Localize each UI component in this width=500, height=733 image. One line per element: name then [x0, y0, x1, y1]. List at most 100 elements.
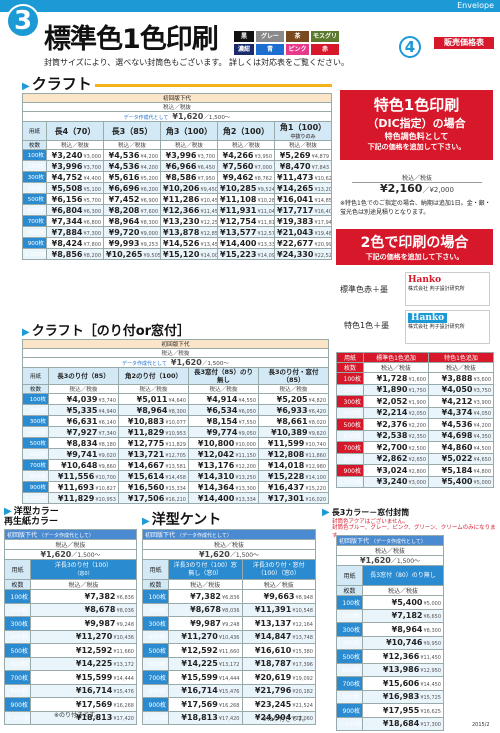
price-excl: ¥4,200 [473, 422, 492, 429]
price-incl: ¥6,631 [66, 416, 98, 426]
price-cell: ¥3,024¥2,800 [363, 464, 429, 477]
qty-cell: 700枚 [22, 459, 49, 471]
price-incl: ¥4,860 [441, 442, 473, 452]
table-row: 100枚 ¥5,400¥5,000 [336, 595, 444, 610]
kraft2-price-table: 初回版下代 税込／税抜 データ作成代として ¥1,620／1,500～ 用紙 長3のり付（… [21, 339, 330, 504]
price-excl: ¥16,405 [314, 208, 330, 215]
price-cell: ¥4,752¥4,400 [46, 171, 104, 183]
table-row: 500枚 ¥12,592¥11,660 ¥16,610¥15,380 [142, 643, 316, 658]
price-cell: ¥24,904¥23,060 [241, 710, 316, 725]
price-excl: ¥5,200 [140, 175, 159, 182]
table-row: 900枚 ¥17,955¥16,625 [336, 703, 444, 718]
data-fee: ¥1,620／1,500～ [336, 555, 444, 566]
tax-label: 税込／税抜 [188, 384, 259, 394]
price-incl: ¥5,184 [441, 465, 473, 475]
price-excl: ¥8,300 [168, 408, 187, 415]
price-incl: ¥16,714 [181, 686, 218, 696]
price-excl: ¥9,248 [222, 621, 240, 628]
price-excl: ¥21,524 [292, 702, 313, 709]
price-cell: ¥17,955¥16,625 [362, 703, 444, 718]
tax-label: 税込／税抜 [168, 579, 243, 590]
price-excl: ¥9,450 [200, 186, 218, 193]
table-row: 300枚 ¥6,631¥6,140 ¥10,883¥10,077 ¥8,154¥7,5… [22, 415, 330, 427]
qty-cell: 800枚 [336, 689, 363, 704]
price-excl: ¥14,000 [200, 252, 216, 259]
special-price-excl: ／¥2,000 [422, 186, 454, 194]
data-fee-price-excl: ／1,500～ [201, 361, 229, 367]
price-incl: ¥14,225 [181, 659, 218, 669]
price-cell: ¥1,890¥1,750 [363, 383, 429, 396]
price-incl: ¥1,890 [376, 385, 408, 395]
price-excl: ¥13,250 [235, 474, 256, 481]
table-row: 900枚 ¥11,693¥10,827 ¥16,560¥15,334 ¥14,364¥… [22, 481, 330, 493]
price-cell: ¥20,619¥19,092 [241, 670, 316, 685]
data-fee-price: ¥1,620 [40, 550, 72, 559]
section-number-badge-right: 4 [399, 36, 421, 58]
init-label-text: 初回版下代 [339, 538, 370, 545]
tax-label: 税込／税抜 [4, 539, 137, 550]
arrow-icon: ▶ [322, 507, 330, 518]
kent-heading-text: 洋型ケント [151, 512, 222, 528]
paper-label: 用紙 [142, 559, 169, 580]
price-incl: ¥4,212 [441, 396, 473, 406]
category-label: Envelope [457, 1, 494, 10]
price-cell: ¥15,599¥14,444 [30, 670, 137, 685]
qty-cell: 300枚 [4, 616, 31, 631]
price-excl: ¥23,060 [292, 716, 313, 723]
color-swatch: 青 [256, 44, 284, 55]
qty-cell: 300枚 [336, 395, 364, 408]
table-row: 100枚 ¥1,728¥1,600 ¥3,888¥3,600 [336, 372, 494, 385]
table-row: 300枚 ¥2,052¥1,900 ¥4,212¥3,900 [336, 395, 494, 408]
price-incl: ¥6,933 [276, 405, 308, 415]
price-cell: ¥17,569¥16,268 [168, 697, 243, 712]
top-band [0, 0, 500, 12]
price-excl: ¥8,948 [295, 594, 314, 601]
price-incl: ¥3,996 [51, 161, 83, 171]
section-heading-kent: ▶ 洋型ケント [142, 509, 221, 529]
price-excl: ¥4,500 [473, 445, 492, 452]
color-swatch: グレー [256, 31, 284, 42]
price-cell: ¥12,775¥11,829 [118, 437, 189, 449]
price-incl: ¥4,536 [108, 150, 140, 160]
qty-cell: 100枚 [22, 149, 47, 161]
tax-label: 税込／税抜 [21, 102, 333, 112]
price-cell: ¥3,996¥3,700 [160, 149, 218, 161]
table-row: 200枚 ¥7,182¥6,650 [336, 608, 444, 623]
qty-cell: 1,000枚 [336, 716, 363, 731]
price-cell: ¥5,400¥5,000 [428, 475, 494, 488]
qty-cell: 400枚 [22, 182, 47, 194]
price-cell: ¥6,966¥6,450 [160, 160, 218, 172]
price-incl: ¥8,964 [391, 624, 423, 634]
price-incl: ¥4,698 [441, 431, 473, 441]
table-row: 1,000枚 ¥18,813¥17,420 ¥24,904¥23,060 [142, 710, 316, 725]
price-cell: ¥10,206¥9,450 [160, 182, 218, 194]
qty-cell: 100枚 [22, 393, 49, 405]
price-incl: ¥11,599 [267, 438, 305, 448]
price-excl: ¥14,096 [257, 252, 273, 259]
price-excl: ¥17,420 [218, 716, 240, 723]
price-incl: ¥8,208 [108, 205, 140, 215]
price-incl: ¥10,800 [197, 438, 235, 448]
price-excl: ¥15,725 [420, 695, 441, 702]
qty-cell: 800枚 [22, 226, 47, 238]
price-incl: ¥11,391 [254, 605, 292, 615]
price-cell: ¥15,599¥14,444 [168, 670, 243, 685]
price-excl: ¥10,953 [95, 496, 116, 503]
youkei-heading2-text: 再生紙カラー [4, 517, 59, 527]
price-incl: ¥6,156 [51, 194, 83, 204]
qty-cell: 500枚 [4, 643, 31, 658]
tax-label: 税込／税抜 [160, 140, 218, 150]
section-heading-kraft2: ▶ クラフト［のり付or窓付］ [22, 320, 190, 339]
size-col-header: 長3窓付（80）のり無し [362, 565, 444, 586]
price-incl: ¥21,043 [277, 227, 314, 237]
price-cell: ¥4,374¥4,050 [428, 406, 494, 419]
price-excl: ¥3,700 [197, 153, 216, 160]
size-col-header: 角3（100） [160, 121, 218, 141]
price-excl: ¥3,700 [83, 164, 102, 171]
size-col-header: 長3窓付（85）のり無し [188, 367, 259, 385]
price-excl: ¥3,740 [98, 397, 117, 404]
qty-cell: 600枚 [22, 204, 47, 216]
price-excl: ¥1,750 [408, 388, 427, 395]
color-swatch: 黒 [234, 31, 254, 42]
price-incl: ¥9,993 [108, 238, 140, 248]
